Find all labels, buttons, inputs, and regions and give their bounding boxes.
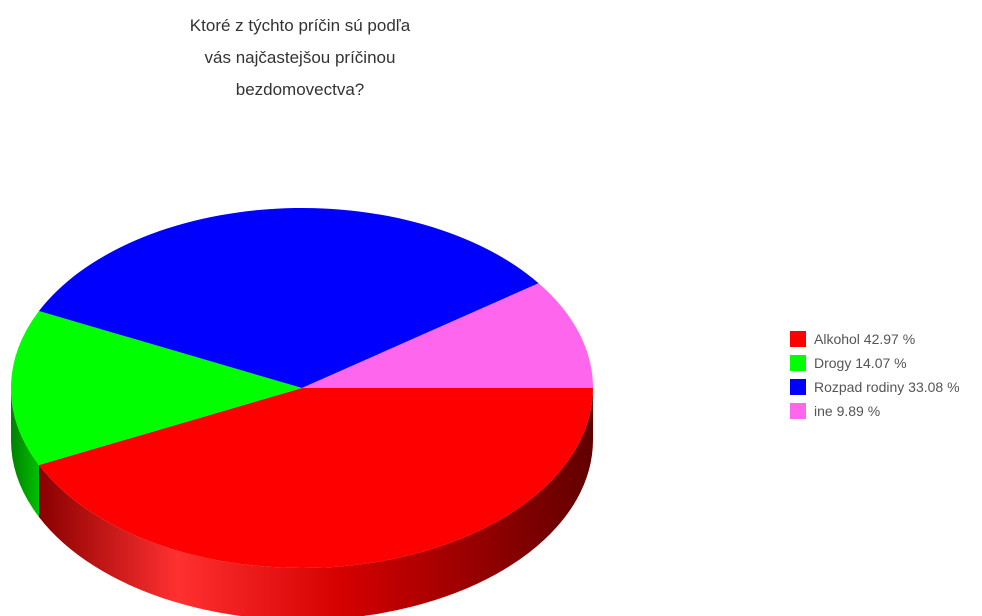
legend-label: ine 9.89 % [814,403,881,419]
chart-title-line: vás najčastejšou príčinou [204,48,396,67]
legend-label: Alkohol 42.97 % [814,331,916,347]
pie-slice-ine [302,283,593,388]
legend: Alkohol 42.97 % Drogy 14.07 % Rozpad rodin… [790,327,960,423]
legend-swatch [790,379,806,395]
pie-slice-drogy [11,311,303,465]
legend-label: Drogy 14.07 % [814,355,907,371]
legend-item: Rozpad rodiny 33.08 % [790,375,960,399]
pie-slice-alkohol [38,388,593,569]
chart-title-line: bezdomovectva? [235,80,365,99]
pie-side-drogy [11,388,39,517]
legend-label: Rozpad rodiny 33.08 % [814,379,960,395]
chart-title-line: Ktoré z týchto príčin sú podľa [189,16,411,35]
legend-swatch [790,403,806,419]
chart-title: Ktoré z týchto príčin sú podľa vás najčas… [120,10,480,106]
legend-item: Drogy 14.07 % [790,351,960,375]
legend-swatch [790,331,806,347]
legend-item: ine 9.89 % [790,399,960,423]
legend-item: Alkohol 42.97 % [790,327,960,351]
pie-side-alkohol [38,388,593,616]
legend-swatch [790,355,806,371]
pie-slice-rozpad-rodiny [38,207,539,388]
